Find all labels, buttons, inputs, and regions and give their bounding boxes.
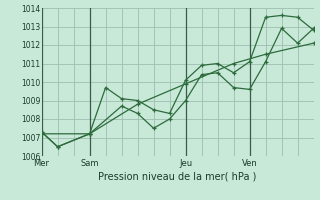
X-axis label: Pression niveau de la mer( hPa ): Pression niveau de la mer( hPa ) [99,172,257,182]
